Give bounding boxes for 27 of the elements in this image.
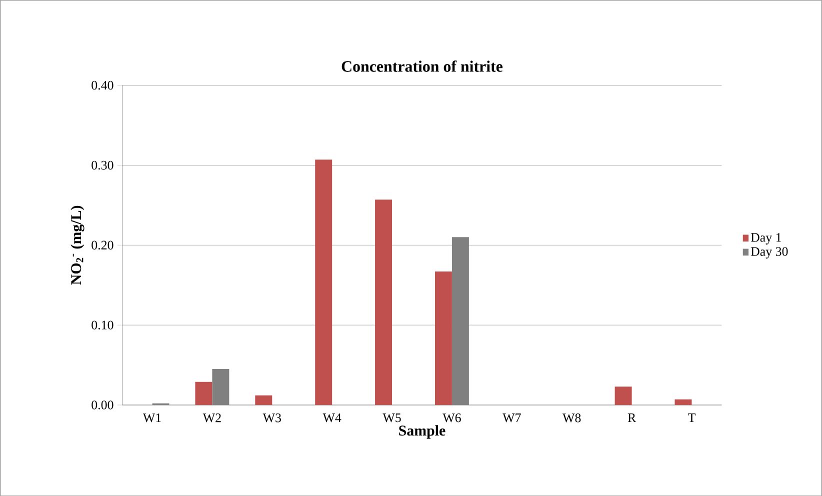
y-tick-label: 0.40 — [92, 80, 114, 90]
bar — [434, 271, 452, 405]
y-tick-label: 0.10 — [92, 320, 114, 330]
x-tick-label: W4 — [322, 413, 342, 422]
bar — [195, 382, 212, 405]
x-tick-label: W1 — [142, 413, 161, 422]
chart-title: Concentration of nitrite — [342, 60, 503, 72]
x-tick-label: W8 — [562, 413, 581, 422]
bar — [674, 399, 692, 405]
y-tick-label: 0.00 — [92, 400, 114, 410]
bar — [315, 159, 332, 405]
bar — [375, 199, 392, 405]
bar — [255, 395, 272, 405]
x-tick-label: T — [688, 413, 696, 422]
x-tick-label: W5 — [382, 413, 401, 422]
y-tick-label: 0.20 — [92, 240, 114, 250]
x-tick-label: W6 — [442, 413, 461, 422]
x-axis-title: Sample — [399, 425, 446, 439]
bar — [614, 386, 632, 405]
y-tick-label: 0.30 — [92, 160, 114, 170]
x-tick-label: R — [628, 413, 636, 422]
legend-label: Day 1 — [750, 232, 782, 244]
legend-label: Day 30 — [750, 246, 788, 258]
y-axis-title: NO$_{2}$$^{-}$ (mg/L) — [70, 206, 84, 285]
x-tick-label: W3 — [262, 413, 281, 422]
x-tick-label: W2 — [202, 413, 221, 422]
x-tick-label: W7 — [502, 413, 521, 422]
